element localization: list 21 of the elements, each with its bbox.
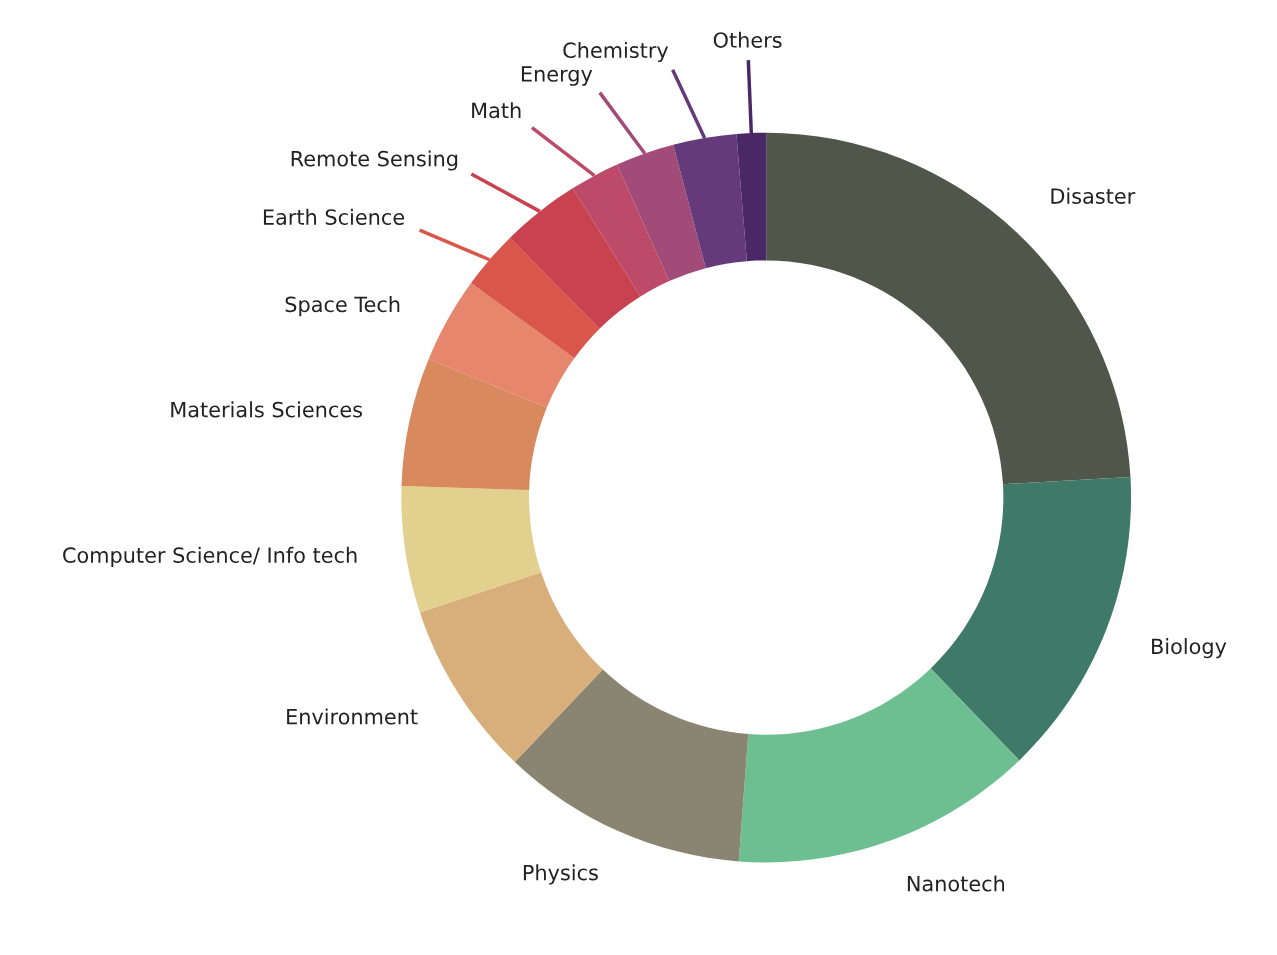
slice-label: Earth Science — [263, 208, 405, 225]
slice-label: Others — [713, 31, 782, 48]
donut-slice — [401, 486, 542, 613]
slice-label: Environment — [287, 708, 418, 725]
slice-label: Chemistry — [563, 41, 669, 63]
slice-label: Nanotech — [907, 875, 1005, 892]
slice-label: Energy — [521, 66, 593, 86]
donut-slice — [738, 668, 1020, 863]
slice-label: Remote Sensing — [291, 150, 458, 171]
donut-slice — [514, 669, 749, 862]
donut-slice — [401, 359, 547, 491]
slice-label: Disaster — [1051, 187, 1136, 204]
slice-label: Materials Sciences — [171, 401, 362, 418]
donut-slice — [419, 572, 603, 762]
slice-label: Computer Science/ Info tech — [63, 546, 357, 568]
donut-slice — [930, 476, 1132, 761]
donut-slice — [428, 283, 575, 408]
slice-label: Space Tech — [285, 296, 400, 317]
slice-label: Physics — [523, 864, 598, 885]
slice-label: Biology — [1152, 638, 1227, 659]
slice-label: Math — [472, 102, 521, 119]
